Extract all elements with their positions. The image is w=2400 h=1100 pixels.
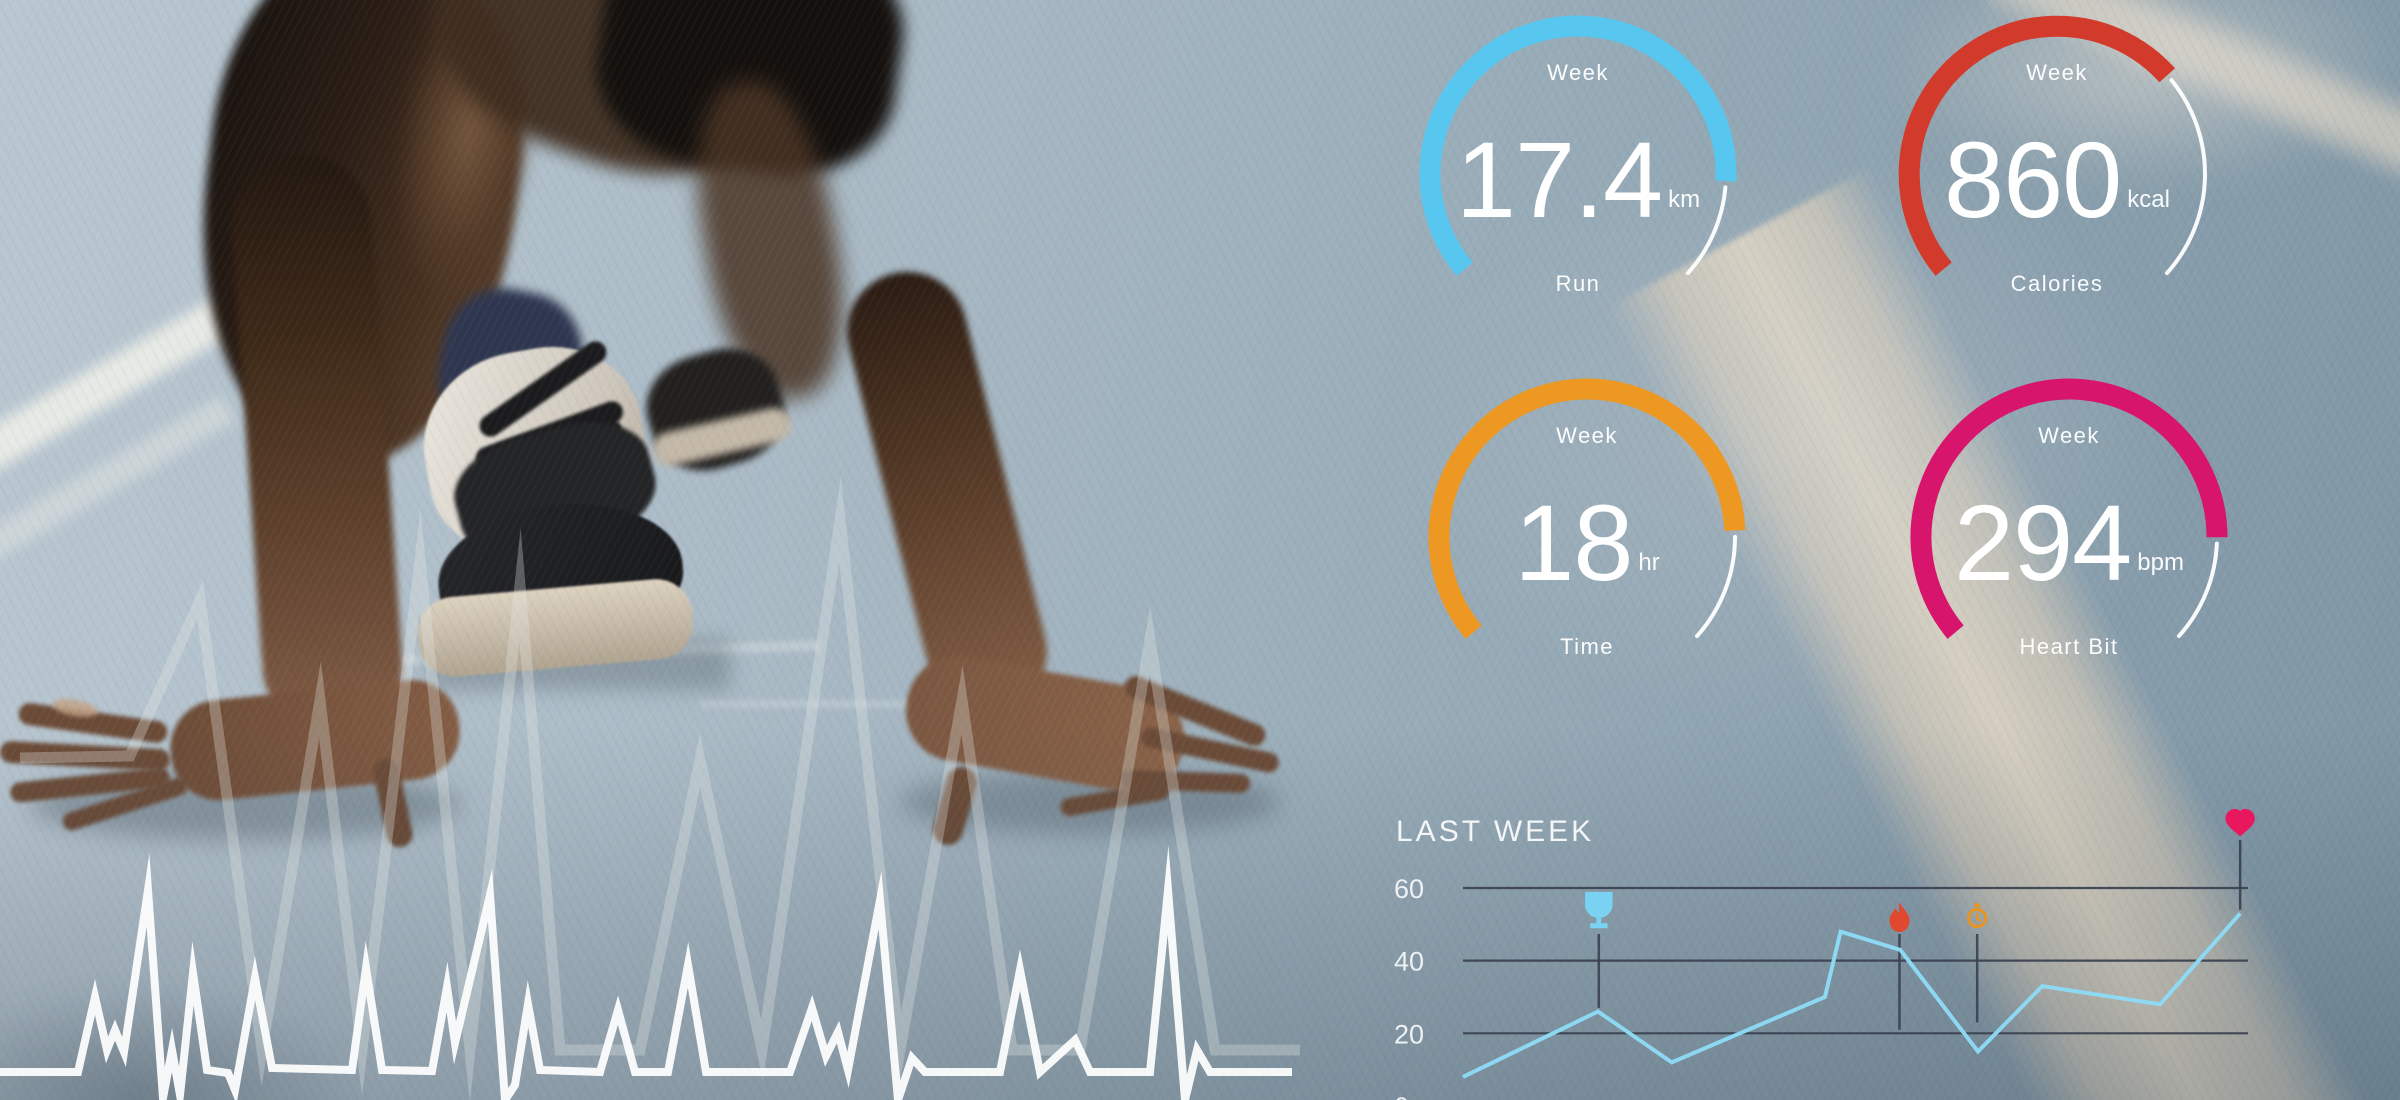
gauge-unit: hr bbox=[1638, 549, 1660, 576]
gauge-period-label: Week bbox=[1556, 423, 1618, 448]
gauge-calories: Week 860 kcal Calories bbox=[1877, 0, 2237, 354]
gauge-metric-label: Calories bbox=[2010, 271, 2104, 296]
heart-icon bbox=[2225, 808, 2255, 837]
clock-icon bbox=[1967, 903, 1988, 929]
gauge-unit: bpm bbox=[2137, 549, 2184, 576]
gauge-run: Week 17.4 km Run bbox=[1398, 0, 1758, 354]
last-week-chart: LAST WEEK 60 40 20 0 bbox=[1394, 808, 2255, 1100]
gauge-arc bbox=[1419, 15, 1737, 276]
gauge-value: 17.4 bbox=[1455, 119, 1663, 240]
gauge-metric-label: Run bbox=[1555, 271, 1601, 296]
gauge-heartbit: Week 294 bpm Heart Bit bbox=[1889, 357, 2249, 717]
gauge-time: Week 18 hr Time bbox=[1407, 357, 1767, 717]
gauge-metric-label: Heart Bit bbox=[2019, 634, 2119, 659]
svg-text:LAST WEEK: LAST WEEK bbox=[1396, 815, 1594, 848]
gauge-value: 294 bbox=[1954, 482, 2132, 603]
ecg-main-trace bbox=[0, 845, 1292, 1100]
svg-text:20: 20 bbox=[1394, 1019, 1424, 1049]
gauge-arc bbox=[1910, 378, 2228, 639]
gauge-unit: kcal bbox=[2127, 186, 2170, 213]
gauge-value: 18 bbox=[1514, 482, 1633, 603]
gauge-period-label: Week bbox=[1547, 60, 1609, 85]
gauge-period-label: Week bbox=[2026, 60, 2088, 85]
gauge-arc bbox=[1428, 378, 1746, 639]
trophy-icon bbox=[1585, 892, 1613, 929]
svg-text:40: 40 bbox=[1394, 947, 1424, 977]
gauge-period-label: Week bbox=[2038, 423, 2100, 448]
gauge-unit: km bbox=[1668, 186, 1701, 213]
svg-text:60: 60 bbox=[1394, 874, 1424, 904]
gauge-value: 860 bbox=[1944, 119, 2122, 240]
svg-text:0: 0 bbox=[1394, 1092, 1409, 1100]
gauge-arc bbox=[1898, 15, 2207, 276]
flame-icon bbox=[1889, 902, 1910, 932]
gauge-metric-label: Time bbox=[1559, 634, 1615, 659]
ecg-faint-trace bbox=[19, 477, 1300, 1100]
